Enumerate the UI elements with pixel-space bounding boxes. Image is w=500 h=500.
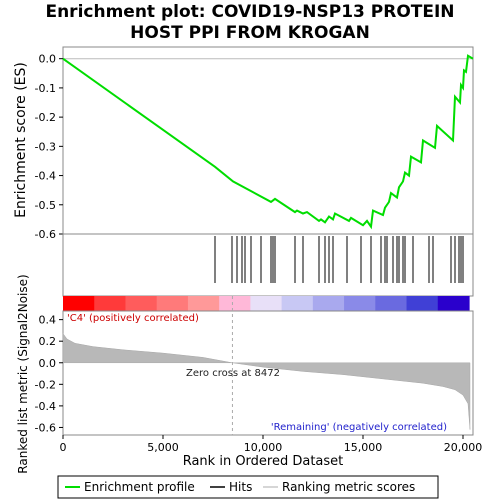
es-y-tick-label: -0.5 (35, 199, 56, 212)
es-y-axis-label: Enrichment score (ES) (13, 62, 29, 218)
title-line-1: Enrichment plot: COVID19-NSP13 PROTEIN (45, 2, 455, 22)
x-tick-label: 20,000 (444, 441, 483, 454)
enrichment-profile-line (62, 54, 474, 230)
positive-correlation-label: 'C4' (positively correlated) (67, 313, 199, 324)
metric-y-axis-label: Ranked list metric (Signal2Noise) (16, 274, 30, 473)
es-y-tick-label: -0.4 (35, 170, 56, 183)
heatmap-segment (281, 296, 314, 311)
x-tick-label: 10,000 (244, 441, 283, 454)
metric-y-tick-label: 0.0 (39, 357, 57, 370)
heatmap-segment (406, 296, 439, 311)
heatmap-segment (187, 296, 220, 311)
es-y-tick-label: -0.1 (35, 82, 56, 95)
title-line-2: HOST PPI FROM KROGAN (130, 23, 370, 43)
heatmap-segment (156, 296, 189, 311)
heatmap-segment (125, 296, 158, 311)
zero-cross-label: Zero cross at 8472 (186, 368, 280, 379)
x-axis: 0 5,000 10,000 15,000 20,000 (60, 435, 483, 454)
heatmap-segment (437, 296, 470, 311)
legend-entry-metric: Ranking metric scores (282, 480, 415, 494)
hit-marks (214, 236, 464, 283)
heatmap-segment (375, 296, 408, 311)
ranking-heatmap-bar (63, 296, 470, 311)
es-y-axis: 0.0 -0.1 -0.2 -0.3 -0.4 -0.5 -0.6 (35, 53, 63, 241)
metric-y-tick-label: -0.4 (35, 400, 56, 413)
hits-frame (62, 233, 474, 297)
heatmap-segment (219, 296, 251, 311)
es-frame (62, 46, 474, 235)
heatmap-segment (344, 296, 376, 311)
es-y-tick-label: -0.6 (35, 228, 56, 241)
legend-entry-enrichment: Enrichment profile (84, 480, 195, 494)
x-axis-label: Rank in Ordered Dataset (183, 454, 344, 469)
x-tick-label: 15,000 (344, 441, 383, 454)
es-y-tick-label: -0.2 (35, 111, 56, 124)
chart-title: Enrichment plot: COVID19-NSP13 PROTEIN H… (0, 2, 500, 44)
es-y-tick-label: -0.3 (35, 140, 56, 153)
es-panel: 0.0 -0.1 -0.2 -0.3 -0.4 -0.5 -0.6 Enrichment s… (13, 46, 474, 241)
metric-y-tick-label: -0.2 (35, 378, 56, 391)
metric-y-tick-label: -0.6 (35, 421, 56, 434)
metric-y-tick-label: 0.4 (39, 314, 57, 327)
metric-panel: 0.4 0.2 0.0 -0.2 -0.4 -0.6 Zero cross at 8472… (16, 274, 474, 474)
heatmap-segment (63, 296, 95, 311)
heatmap-segment (250, 296, 283, 311)
legend: Enrichment profile Hits Ranking metric s… (57, 475, 439, 499)
hits-panel (62, 233, 474, 297)
negative-correlation-label: 'Remaining' (negatively correlated) (271, 422, 447, 433)
ranking-metric-area (62, 332, 471, 430)
es-y-tick-label: 0.0 (39, 53, 57, 66)
x-tick-label: 5,000 (147, 441, 179, 454)
heatmap-segment (312, 296, 345, 311)
x-tick-label: 0 (60, 441, 67, 454)
metric-y-tick-label: 0.2 (39, 335, 57, 348)
metric-y-axis: 0.4 0.2 0.0 -0.2 -0.4 -0.6 (35, 314, 63, 434)
legend-frame (57, 475, 439, 499)
heatmap-segment (94, 296, 127, 311)
legend-entry-hits: Hits (229, 480, 252, 494)
